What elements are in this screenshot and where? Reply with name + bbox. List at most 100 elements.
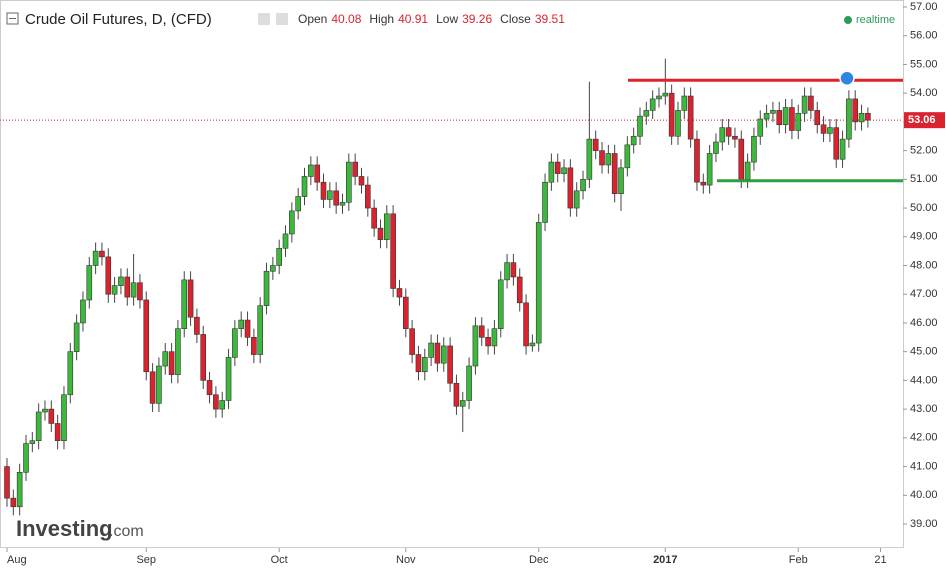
candle-body [630,135,637,146]
y-tick-label: 49.00 [910,231,938,243]
ohlc-value: 40.91 [398,12,428,26]
candle-body [447,345,453,384]
candle-body [497,279,504,329]
candle-body [29,440,36,444]
candle-body [763,112,770,120]
status-label: realtime [856,14,895,26]
candle-body [61,394,67,442]
candle-body [225,357,232,401]
candle-body [99,250,105,258]
candle-body [238,319,245,329]
candle-body [478,325,485,338]
plot-frame [0,0,904,548]
candle-body [637,115,643,137]
candle-body [662,92,669,97]
x-tick-label: 2017 [653,554,677,566]
candle-body [282,233,289,249]
ohlc-header: Open 40.08 High 40.91 Low 39.26 Close 39.51 [298,12,565,26]
candle-body [757,118,764,137]
last-price-tag [904,112,945,129]
candle-body [858,112,865,123]
candle-body [801,95,808,114]
candle-body [295,196,301,212]
candle-body [276,247,282,266]
candle-body [415,354,422,373]
candle-body [194,316,200,335]
candle-body [561,167,567,174]
candle-body [48,408,55,424]
candle-body [124,276,131,298]
candle-body [814,110,821,126]
candle-body [67,351,74,396]
ohlc-value: 40.08 [331,12,361,26]
y-tick-label: 42.00 [910,432,938,444]
candle-body [270,265,276,272]
candle-body [808,95,814,111]
candle-body [516,276,523,304]
candle-body [54,423,61,442]
ohlc-label: Open [298,12,327,26]
candle-body [251,337,257,355]
candle-body [453,382,460,407]
candle-body [751,135,757,163]
candle-body [466,365,472,401]
eye-icon[interactable] [276,13,288,25]
candle-body [200,334,207,381]
y-tick-label: 39.00 [910,518,938,530]
candle-body [770,110,776,114]
candle-body [548,161,555,183]
x-tick-label: 21 [874,554,886,566]
candle-body [143,299,150,373]
status-dot [844,16,852,24]
candle-body [16,471,23,508]
candle-body [383,213,390,240]
candle-body [206,380,213,396]
candle-body [782,107,789,126]
candle-body [472,325,479,367]
candle-body [643,110,650,117]
candle-body [365,184,371,209]
candle-body [73,322,80,352]
collapse-icon[interactable] [6,12,19,25]
candle-body [833,127,840,160]
y-tick-label: 40.00 [910,489,938,501]
candle-body [42,408,48,413]
candle-body [181,279,188,329]
candle-body [694,138,700,183]
x-tick-label: Dec [529,554,549,566]
y-tick-label: 52.00 [910,145,938,157]
candle-body [390,213,396,289]
candle-body [377,227,384,240]
candle-body [339,202,346,206]
candle-body [35,411,42,442]
candle-body [244,319,251,338]
settings-icon[interactable] [258,13,270,25]
candle-body [4,466,10,499]
candle-body [187,279,194,318]
candle-body [732,135,738,140]
candle-body [738,138,745,180]
candle-body [175,328,181,375]
candle-body [599,150,605,166]
candle-body [130,282,137,298]
ohlc-label: High [369,12,394,26]
candle-body [308,164,314,177]
candle-body [421,357,428,373]
candle-body [675,110,681,137]
last-price-label: 53.06 [908,114,936,126]
y-tick-label: 57.00 [910,1,938,13]
candle-body [232,328,238,358]
candle-body [320,181,327,200]
candle-body [137,282,143,301]
candle-body [491,328,498,347]
ohlc-label: Low [436,12,458,26]
candle-body [10,497,17,508]
y-tick-label: 50.00 [910,202,938,214]
candle-body [358,176,365,186]
candle-body [852,98,859,123]
candle-body [681,95,688,111]
candle-body [149,371,156,404]
candle-body [649,98,656,111]
ohlc-value: 39.26 [462,12,492,26]
